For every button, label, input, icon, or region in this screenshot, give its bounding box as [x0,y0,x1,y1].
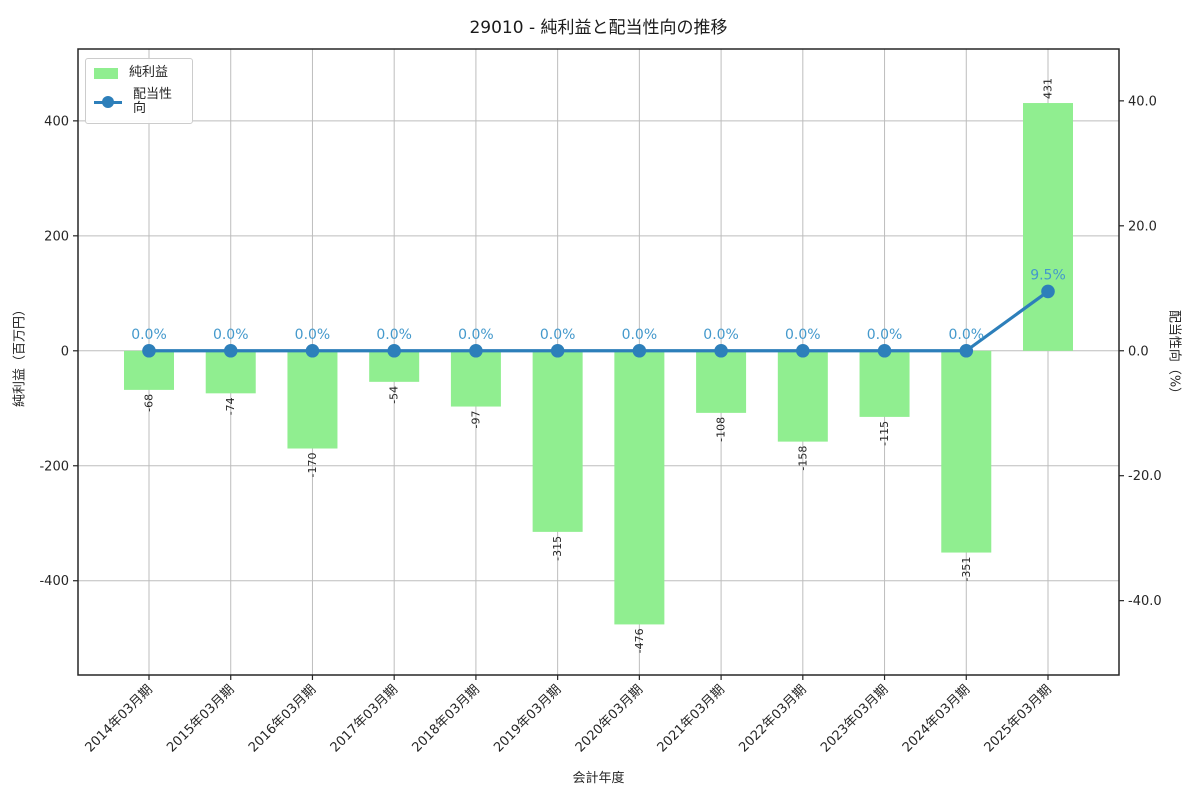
payout-ratio-point-label: 0.0% [948,327,984,343]
payout-ratio-point-label: 0.0% [295,327,331,343]
x-tick-label: 2017年03月期 [328,682,401,755]
right-tick-label: 40.0 [1128,94,1157,109]
payout-ratio-marker [1041,284,1055,299]
bar-value-label: -351 [960,557,973,582]
bar-net-income [614,350,665,625]
bar-net-income [532,350,583,532]
bar-value-label: -97 [469,411,482,429]
payout-ratio-line [147,289,1050,353]
x-tick-label: 2025年03月期 [982,682,1055,755]
x-tick-label: 2016年03月期 [246,682,319,755]
payout-ratio-marker [469,343,483,358]
x-tick-label: 2024年03月期 [900,682,973,755]
right-tick-label: -40.0 [1128,594,1162,609]
payout-ratio-point-label: 0.0% [458,327,494,343]
x-tick-label: 2018年03月期 [409,682,482,755]
payout-ratio-marker [387,343,401,358]
payout-ratio-marker [142,343,156,358]
bar-net-income [777,350,828,442]
bar-net-income [287,350,338,449]
payout-ratio-marker [959,343,974,358]
legend-label-payout-ratio: 配当性向 [133,87,173,116]
payout-ratio-marker [550,343,565,358]
left-axis-title: 純利益（百万円） [12,302,28,408]
left-tick-label: 200 [44,229,69,244]
bar-value-label: -476 [633,628,646,653]
bar-value-label: -74 [224,397,237,415]
legend-label-net-income: 純利益 [129,65,169,80]
left-tick-label: 0 [61,344,69,359]
x-tick-label: 2015年03月期 [164,682,237,755]
x-tick-label: 2021年03月期 [655,682,728,755]
left-tick-label: -400 [39,574,69,589]
bar-value-label: -54 [388,386,401,404]
chart-title: 29010 - 純利益と配当性向の推移 [469,18,728,38]
payout-ratio-point-label: 0.0% [867,327,903,343]
x-tick-label: 2020年03月期 [573,682,646,755]
payout-ratio-marker [877,343,892,358]
bar-value-label: -158 [796,446,809,471]
legend-bar-swatch [94,67,118,79]
legend-line-swatch [94,96,122,108]
bar-value-label: -170 [306,453,319,478]
bar-value-label: -315 [551,536,564,561]
x-tick-label: 2023年03月期 [818,682,891,755]
bar-net-income [1023,103,1073,351]
legend-item-payout-ratio: 配当性向 [94,88,184,116]
bar-net-income [696,350,747,413]
legend: 純利益 配当性向 [85,58,193,124]
bar-value-label: -68 [143,394,156,412]
legend-line-marker [102,96,114,108]
x-tick-label: 2022年03月期 [736,682,809,755]
bar-net-income [859,350,910,417]
x-tick-label: 2019年03月期 [491,682,564,755]
legend-item-net-income: 純利益 [94,66,184,80]
payout-ratio-point-label: 0.0% [131,327,167,343]
payout-ratio-marker [796,343,810,358]
payout-ratio-point-label: 0.0% [376,327,412,343]
bar-net-income [941,350,992,553]
bar-value-label: -115 [878,421,891,446]
right-axis-title: 配当性向（%） [1166,309,1182,401]
left-tick-label: -200 [39,459,69,474]
x-tick-label: 2014年03月期 [83,682,156,755]
payout-ratio-marker [714,343,728,358]
payout-ratio-marker [305,343,320,358]
bar-value-label: 431 [1042,78,1055,99]
left-tick-label: 400 [44,114,69,129]
bar-net-income [205,350,256,394]
payout-ratio-marker [632,343,647,358]
payout-ratio-point-label: 9.5% [1030,267,1066,283]
x-axis-title: 会計年度 [572,771,625,786]
payout-ratio-point-label: 0.0% [785,327,821,343]
payout-ratio-point-label: 0.0% [213,327,249,343]
payout-ratio-point-label: 0.0% [703,327,739,343]
right-tick-label: 20.0 [1128,219,1157,234]
right-tick-label: 0.0 [1128,344,1149,359]
axes-spines [77,48,1120,676]
payout-ratio-marker [223,343,238,358]
bar-net-income [450,350,501,407]
right-tick-label: -20.0 [1128,469,1162,484]
bar-value-label: -108 [715,417,728,442]
payout-ratio-point-label: 0.0% [622,327,658,343]
payout-ratio-point-label: 0.0% [540,327,576,343]
